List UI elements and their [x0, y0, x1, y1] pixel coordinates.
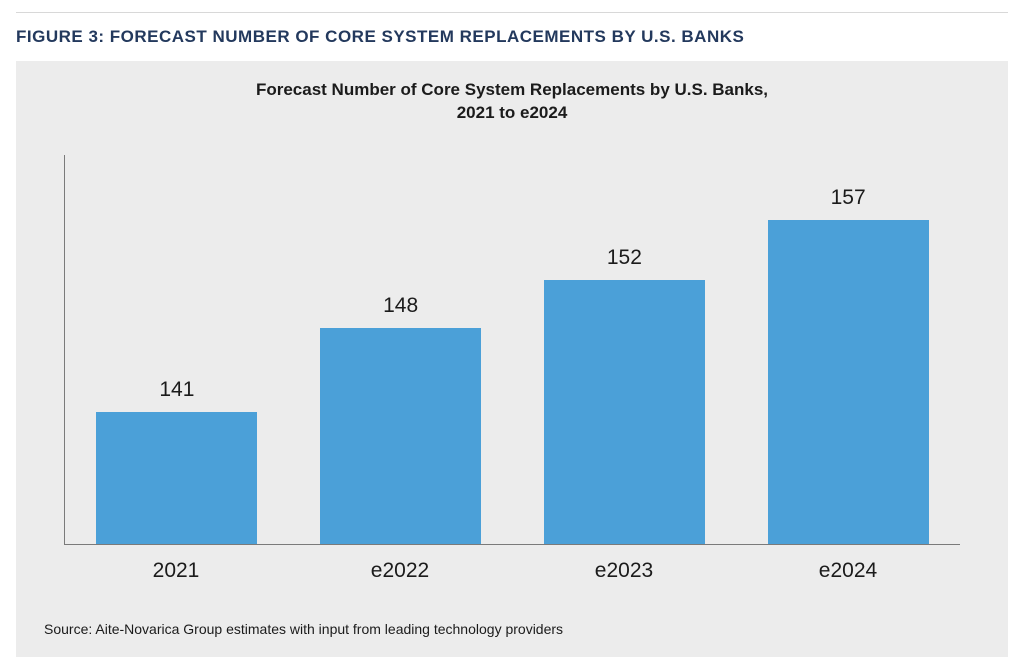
- bar-slot: 148: [289, 155, 513, 544]
- bar: [768, 220, 929, 544]
- bar-value-label: 152: [607, 246, 642, 270]
- x-axis-label: 2021: [64, 559, 288, 583]
- x-axis-label: e2023: [512, 559, 736, 583]
- bar-value-label: 148: [383, 294, 418, 318]
- figure-caption: FIGURE 3: FORECAST NUMBER OF CORE SYSTEM…: [16, 27, 1008, 47]
- x-axis-label: e2024: [736, 559, 960, 583]
- x-axis-labels: 2021e2022e2023e2024: [44, 545, 980, 583]
- bar-slot: 141: [65, 155, 289, 544]
- bars-row: 141 148 152 157: [64, 155, 960, 545]
- chart-title: Forecast Number of Core System Replaceme…: [44, 79, 980, 125]
- x-axis-label: e2022: [288, 559, 512, 583]
- chart-title-line2: 2021 to e2024: [44, 102, 980, 125]
- top-rule: [16, 12, 1008, 13]
- bar: [320, 328, 481, 544]
- chart-panel: Forecast Number of Core System Replaceme…: [16, 61, 1008, 657]
- bar-value-label: 141: [159, 378, 194, 402]
- bar: [544, 280, 705, 544]
- bar-slot: 152: [513, 155, 737, 544]
- bar: [96, 412, 257, 544]
- bar-slot: 157: [736, 155, 960, 544]
- chart-title-line1: Forecast Number of Core System Replaceme…: [44, 79, 980, 102]
- source-note: Source: Aite-Novarica Group estimates wi…: [44, 621, 980, 637]
- bar-value-label: 157: [831, 186, 866, 210]
- plot-area: 141 148 152 157: [44, 155, 980, 545]
